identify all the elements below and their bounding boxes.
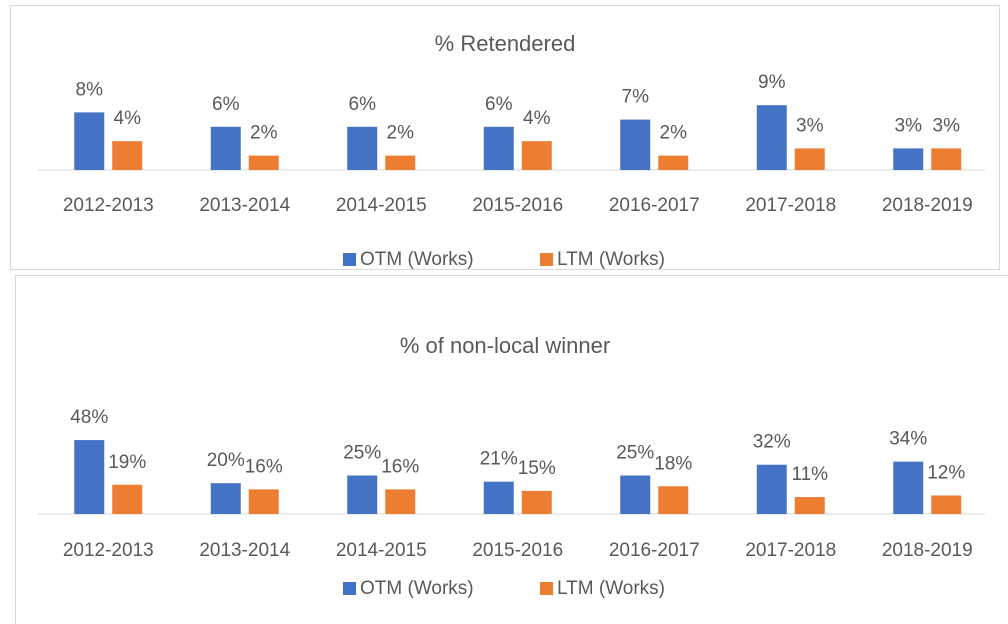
legend-swatch bbox=[540, 582, 553, 595]
data-label: 25% bbox=[343, 443, 381, 464]
data-label: 7% bbox=[622, 87, 650, 108]
bar bbox=[112, 484, 143, 514]
bar bbox=[112, 141, 143, 170]
chart-frame bbox=[15, 275, 1008, 624]
data-label: 19% bbox=[108, 452, 146, 473]
legend-label: LTM (Works) bbox=[557, 249, 665, 270]
data-label: 15% bbox=[518, 458, 556, 479]
data-label: 12% bbox=[927, 463, 965, 484]
x-tick-label: 2017-2018 bbox=[745, 540, 836, 561]
data-label: 18% bbox=[654, 453, 692, 474]
bar bbox=[483, 481, 514, 514]
bar bbox=[756, 464, 787, 514]
legend-label: OTM (Works) bbox=[360, 249, 474, 270]
data-label: 25% bbox=[616, 443, 654, 464]
legend-label: LTM (Works) bbox=[557, 578, 665, 599]
data-label: 6% bbox=[485, 94, 513, 115]
bar bbox=[385, 489, 416, 514]
bar bbox=[248, 489, 279, 514]
x-tick-label: 2017-2018 bbox=[745, 195, 836, 216]
bar bbox=[620, 119, 651, 170]
chart-frame bbox=[10, 5, 1000, 270]
data-label: 8% bbox=[76, 79, 104, 100]
legend-label: OTM (Works) bbox=[360, 578, 474, 599]
bar bbox=[210, 126, 241, 170]
data-label: 2% bbox=[387, 123, 415, 144]
x-tick-label: 2015-2016 bbox=[472, 195, 563, 216]
x-tick-label: 2018-2019 bbox=[882, 540, 973, 561]
bar bbox=[74, 440, 105, 514]
x-tick-label: 2018-2019 bbox=[882, 195, 973, 216]
x-tick-label: 2013-2014 bbox=[199, 195, 290, 216]
bar bbox=[893, 148, 924, 170]
data-label: 48% bbox=[70, 407, 108, 428]
legend-swatch bbox=[343, 582, 356, 595]
data-label: 34% bbox=[889, 429, 927, 450]
x-tick-label: 2012-2013 bbox=[63, 540, 154, 561]
bar bbox=[74, 112, 105, 170]
bar bbox=[756, 105, 787, 170]
bar bbox=[620, 475, 651, 514]
bar bbox=[521, 490, 552, 514]
data-label: 9% bbox=[758, 72, 786, 93]
bar bbox=[794, 148, 825, 170]
data-label: 6% bbox=[349, 94, 377, 115]
data-label: 4% bbox=[523, 108, 551, 129]
chart-title: % of non-local winner bbox=[400, 333, 610, 358]
x-tick-label: 2013-2014 bbox=[199, 540, 290, 561]
bar bbox=[347, 475, 378, 514]
bar bbox=[483, 126, 514, 170]
data-label: 4% bbox=[114, 108, 142, 129]
data-label: 3% bbox=[933, 115, 961, 136]
data-label: 6% bbox=[212, 94, 240, 115]
bar bbox=[893, 461, 924, 514]
data-label: 20% bbox=[207, 450, 245, 471]
bar bbox=[385, 155, 416, 170]
data-label: 2% bbox=[250, 123, 278, 144]
data-label: 32% bbox=[753, 432, 791, 453]
x-tick-label: 2012-2013 bbox=[63, 195, 154, 216]
data-label: 3% bbox=[796, 115, 824, 136]
x-tick-label: 2015-2016 bbox=[472, 540, 563, 561]
bar bbox=[521, 141, 552, 170]
data-label: 16% bbox=[381, 456, 419, 477]
bar bbox=[658, 486, 689, 514]
x-tick-label: 2014-2015 bbox=[336, 540, 427, 561]
chart-title: % Retendered bbox=[435, 31, 576, 56]
data-label: 16% bbox=[245, 456, 283, 477]
data-label: 2% bbox=[660, 123, 688, 144]
legend-swatch bbox=[540, 253, 553, 266]
bar bbox=[210, 483, 241, 514]
x-tick-label: 2016-2017 bbox=[609, 540, 700, 561]
bar bbox=[658, 155, 689, 170]
legend-swatch bbox=[343, 253, 356, 266]
bar bbox=[931, 148, 962, 170]
bar bbox=[931, 495, 962, 514]
bar bbox=[248, 155, 279, 170]
data-label: 11% bbox=[791, 464, 828, 485]
x-tick-label: 2016-2017 bbox=[609, 195, 700, 216]
x-tick-label: 2014-2015 bbox=[336, 195, 427, 216]
data-label: 21% bbox=[480, 449, 518, 470]
data-label: 3% bbox=[895, 115, 923, 136]
bar bbox=[794, 497, 825, 514]
bar bbox=[347, 126, 378, 170]
